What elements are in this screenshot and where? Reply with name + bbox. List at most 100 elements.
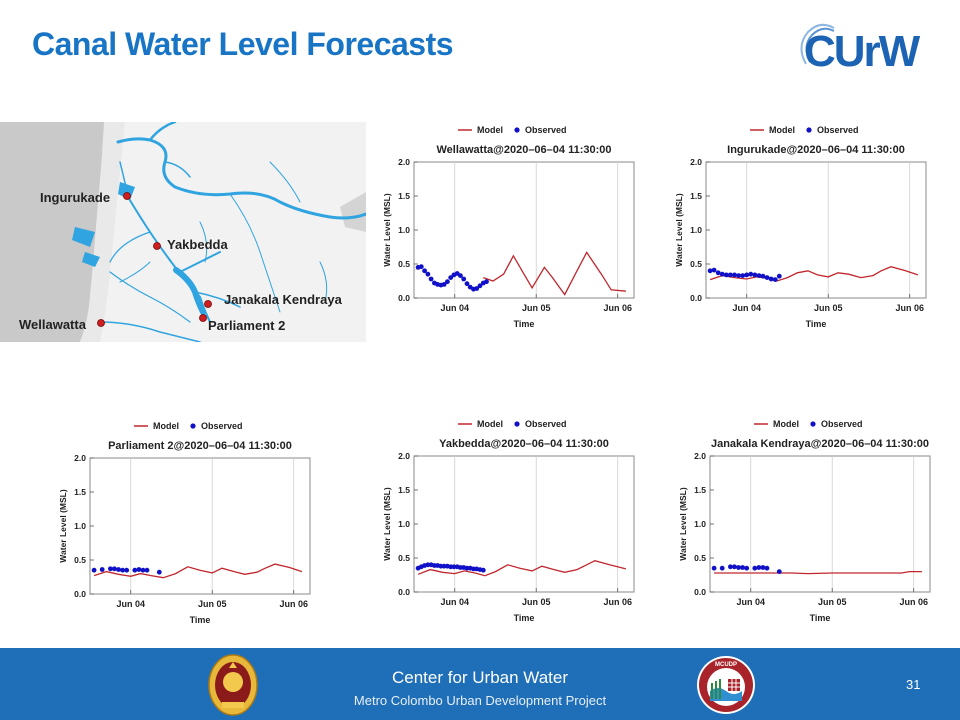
station-marker-janakala-kendraya — [204, 300, 212, 308]
legend-model-label: Model — [477, 419, 503, 429]
legend-observed-label: Observed — [821, 419, 863, 429]
y-tick-label: 2.0 — [398, 157, 410, 167]
series-observed-point — [418, 264, 424, 270]
y-tick-label: 0.5 — [398, 553, 410, 563]
logo-text: CUrW — [804, 27, 921, 72]
plot-frame — [413, 161, 635, 299]
y-tick-label: 1.5 — [690, 191, 702, 201]
y-tick-label: 0.0 — [694, 587, 706, 597]
y-tick-label: 1.0 — [74, 521, 86, 531]
series-observed-point — [120, 567, 125, 573]
series-observed-point — [422, 268, 427, 274]
series-observed-point — [707, 268, 713, 274]
legend-observed-label: Observed — [525, 125, 567, 135]
x-tick-label: Jun 06 — [279, 599, 308, 609]
station-marker-wellawatta — [97, 319, 105, 327]
legend-model-label: Model — [153, 421, 179, 431]
legend-observed-swatch — [514, 421, 520, 427]
series-observed-point — [458, 273, 463, 278]
series-observed-point — [484, 279, 489, 285]
y-tick-label: 0.5 — [694, 553, 706, 563]
y-tick-label: 0.0 — [690, 293, 702, 303]
series-observed-point — [441, 282, 447, 287]
series-observed-point — [728, 564, 733, 570]
y-tick-label: 1.5 — [694, 485, 706, 495]
series-observed-point — [752, 565, 758, 571]
x-tick-label: Jun 04 — [732, 303, 761, 313]
series-observed-point — [116, 567, 121, 572]
sea-area — [0, 122, 118, 342]
series-observed-point — [740, 565, 745, 570]
legend-observed-swatch — [806, 127, 812, 133]
y-tick-label: 2.0 — [690, 157, 702, 167]
y-tick-label: 1.0 — [694, 519, 706, 529]
footer-bar: Center for Urban Water Metro Colombo Urb… — [0, 648, 960, 720]
station-label-parliament-2: Parliament 2 — [208, 318, 285, 333]
y-tick-label: 1.0 — [398, 225, 410, 235]
station-label-janakala-kendraya: Janakala Kendraya — [224, 292, 343, 307]
series-observed-point — [464, 281, 470, 287]
x-axis-label: Time — [514, 319, 535, 329]
legend-observed-label: Observed — [201, 421, 243, 431]
series-observed-point — [156, 569, 162, 575]
series-observed-point — [451, 564, 457, 570]
page-title: Canal Water Level Forecasts — [32, 26, 454, 62]
series-observed-point — [458, 565, 463, 570]
plot-frame — [709, 455, 931, 593]
y-tick-label: 0.0 — [74, 589, 86, 599]
series-observed-point — [719, 271, 725, 277]
series-observed-point — [474, 286, 480, 291]
series-observed-point — [732, 272, 737, 278]
y-tick-label: 1.5 — [398, 191, 410, 201]
series-observed-point — [756, 565, 762, 570]
series-model-line — [417, 560, 627, 577]
x-tick-label: Jun 05 — [814, 303, 843, 313]
y-tick-label: 0.0 — [398, 293, 410, 303]
y-tick-label: 1.0 — [690, 225, 702, 235]
series-observed-point — [776, 569, 782, 574]
x-tick-label: Jun 06 — [603, 303, 632, 313]
series-observed-point — [461, 276, 467, 282]
y-tick-label: 0.0 — [398, 587, 410, 597]
x-axis-label: Time — [806, 319, 827, 329]
series-model-line — [483, 251, 626, 296]
series-observed-point — [445, 279, 450, 285]
plot-frame — [413, 455, 635, 593]
series-observed-point — [768, 276, 774, 282]
series-observed-point — [428, 276, 434, 282]
x-tick-label: Jun 04 — [736, 597, 765, 607]
series-observed-point — [728, 272, 733, 278]
legend-observed-label: Observed — [525, 419, 567, 429]
series-observed-point — [425, 271, 431, 277]
legend-observed-label: Observed — [817, 125, 859, 135]
series-observed-point — [144, 567, 150, 573]
series-observed-point — [764, 565, 770, 571]
y-tick-label: 1.5 — [398, 485, 410, 495]
series-observed-point — [441, 563, 447, 569]
series-observed-point — [732, 564, 737, 570]
chart-wellawatta: Model Observed Wellawatta@2020–06–04 11:30… — [380, 120, 640, 330]
y-tick-label: 0.5 — [74, 555, 86, 565]
series-observed-point — [760, 565, 766, 570]
series-observed-point — [776, 273, 782, 279]
legend-model-label: Model — [769, 125, 795, 135]
series-observed-point — [736, 273, 741, 278]
legend-model-label: Model — [477, 125, 503, 135]
station-marker-yakbedda — [153, 242, 161, 250]
mcudp-badge-text: MCUDP — [715, 662, 737, 668]
y-axis-label: Water Level (MSL) — [58, 489, 68, 563]
series-observed-point — [740, 273, 746, 278]
series-observed-point — [477, 283, 483, 289]
series-observed-point — [480, 567, 486, 573]
series-observed-point — [99, 567, 105, 572]
legend-observed-swatch — [190, 423, 196, 429]
y-axis-label: Water Level (MSL) — [382, 193, 392, 267]
y-axis-label: Water Level (MSL) — [382, 487, 392, 561]
series-observed-point — [752, 272, 758, 278]
plot-frame — [89, 457, 311, 595]
series-observed-point — [748, 271, 754, 277]
chart-ingurukade: Model Observed Ingurukade@2020–06–04 11:30… — [672, 120, 932, 330]
y-tick-label: 2.0 — [74, 453, 86, 463]
x-tick-label: Jun 06 — [899, 597, 928, 607]
y-axis-label: Water Level (MSL) — [674, 193, 684, 267]
